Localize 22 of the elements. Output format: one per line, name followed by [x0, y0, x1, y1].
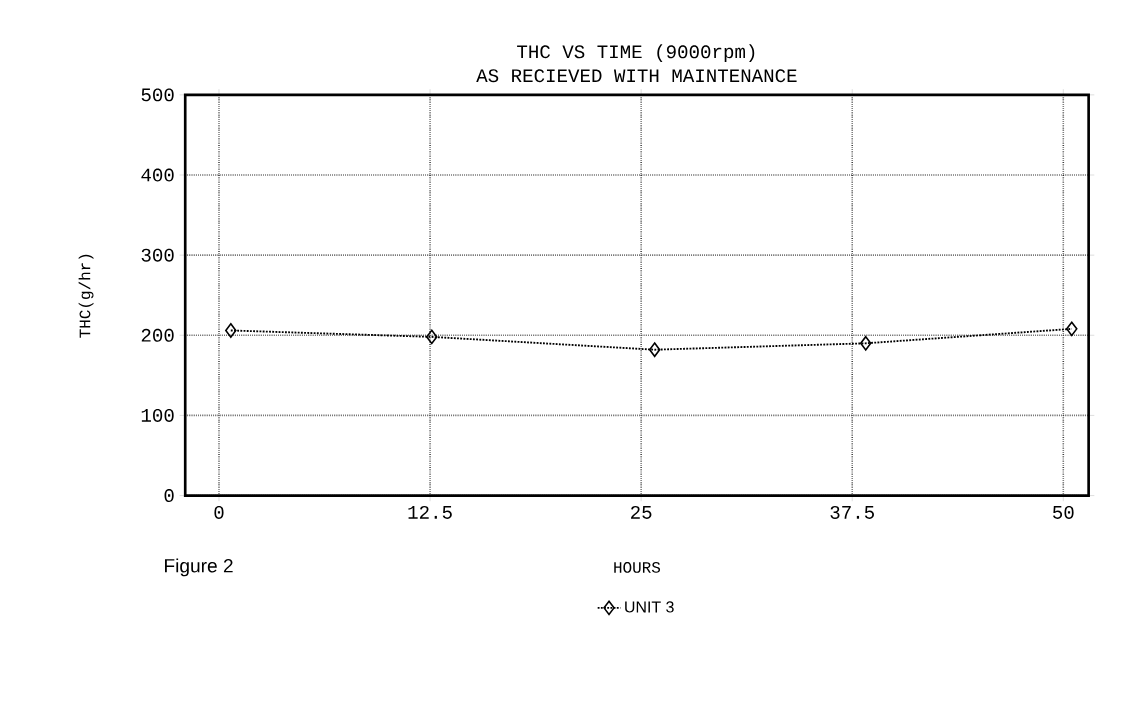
y-tick-label: 500 [141, 88, 174, 102]
point [225, 322, 237, 338]
y-tick-label: 300 [141, 248, 174, 262]
y-tick-label: 400 [141, 168, 174, 182]
x-tick-label: 37.5 [830, 505, 874, 519]
x-tick-label: 12.5 [408, 505, 452, 519]
y-tick-label: 200 [141, 328, 174, 342]
legend-label: UNIT 3 [625, 601, 674, 613]
y-axis-title: THC(g/hr) [78, 254, 94, 338]
y-tick-label: 100 [141, 408, 174, 422]
point [1065, 321, 1078, 337]
point [648, 342, 661, 358]
y-tick-label: 0 [164, 489, 174, 502]
x-tick-label: 25 [631, 505, 652, 519]
chart-subtitle: AS RECIEVED WITH MAINTENANCE [476, 69, 797, 83]
chart-title: THC VS TIME (9000rpm) [517, 44, 755, 63]
x-axis-title: HOURS [614, 561, 661, 573]
x-tick-label: 0 [214, 505, 224, 519]
point [425, 329, 438, 345]
caption: Figure 2 [165, 558, 233, 577]
x-tick-label: 50 [1053, 505, 1074, 519]
point [859, 335, 872, 351]
